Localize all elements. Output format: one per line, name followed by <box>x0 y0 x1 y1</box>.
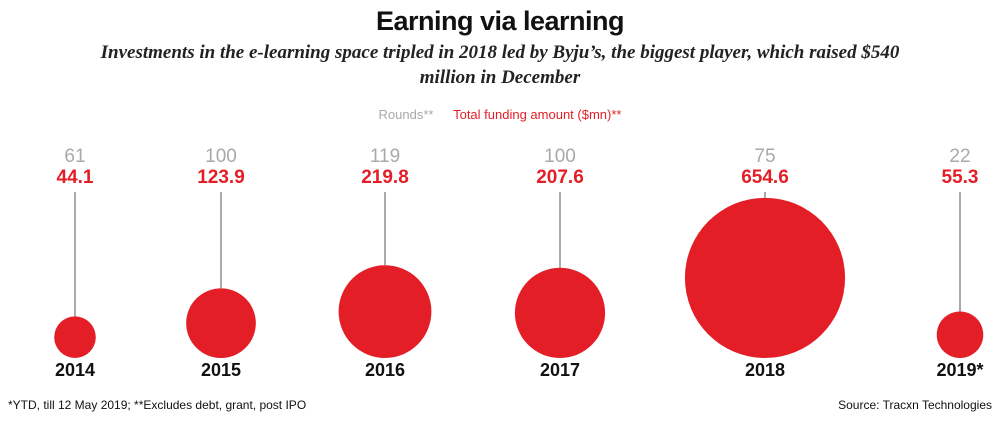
rounds-label: 100 <box>544 146 576 167</box>
rounds-label: 61 <box>64 146 85 167</box>
bubble <box>684 197 846 358</box>
rounds-label: 75 <box>754 146 775 167</box>
rounds-label: 119 <box>370 146 400 167</box>
x-tick-label: 2017 <box>540 360 580 380</box>
legend-entry: Total funding amount ($mn)** <box>453 107 622 122</box>
funding-label: 207.6 <box>536 167 584 188</box>
legend-entry: Rounds** <box>378 107 434 122</box>
x-tick-label: 2018 <box>745 360 785 380</box>
x-tick-label: 2016 <box>365 360 405 380</box>
x-tick-label: 2014 <box>55 360 95 380</box>
bubble <box>186 288 256 358</box>
funding-label: 654.6 <box>741 167 789 188</box>
bubble <box>936 311 984 359</box>
funding-label: 219.8 <box>361 167 409 188</box>
x-tick-label: 2015 <box>201 360 241 380</box>
x-tick-label: 2019* <box>936 360 983 380</box>
legend: Rounds** Total funding amount ($mn)** <box>0 107 1000 122</box>
source: Source: Tracxn Technologies <box>838 398 992 412</box>
bubble <box>54 316 96 358</box>
rounds-label: 22 <box>949 146 970 167</box>
chart-subtitle: Investments in the e-learning space trip… <box>100 42 900 88</box>
funding-label: 44.1 <box>57 167 94 188</box>
funding-label: 123.9 <box>197 167 245 188</box>
rounds-label: 100 <box>205 146 237 167</box>
funding-label: 55.3 <box>942 167 979 188</box>
bubble <box>338 265 432 358</box>
bubble <box>514 267 606 358</box>
footnote: *YTD, till 12 May 2019; **Excludes debt,… <box>8 398 307 412</box>
chart-title: Earning via learning <box>375 6 625 36</box>
